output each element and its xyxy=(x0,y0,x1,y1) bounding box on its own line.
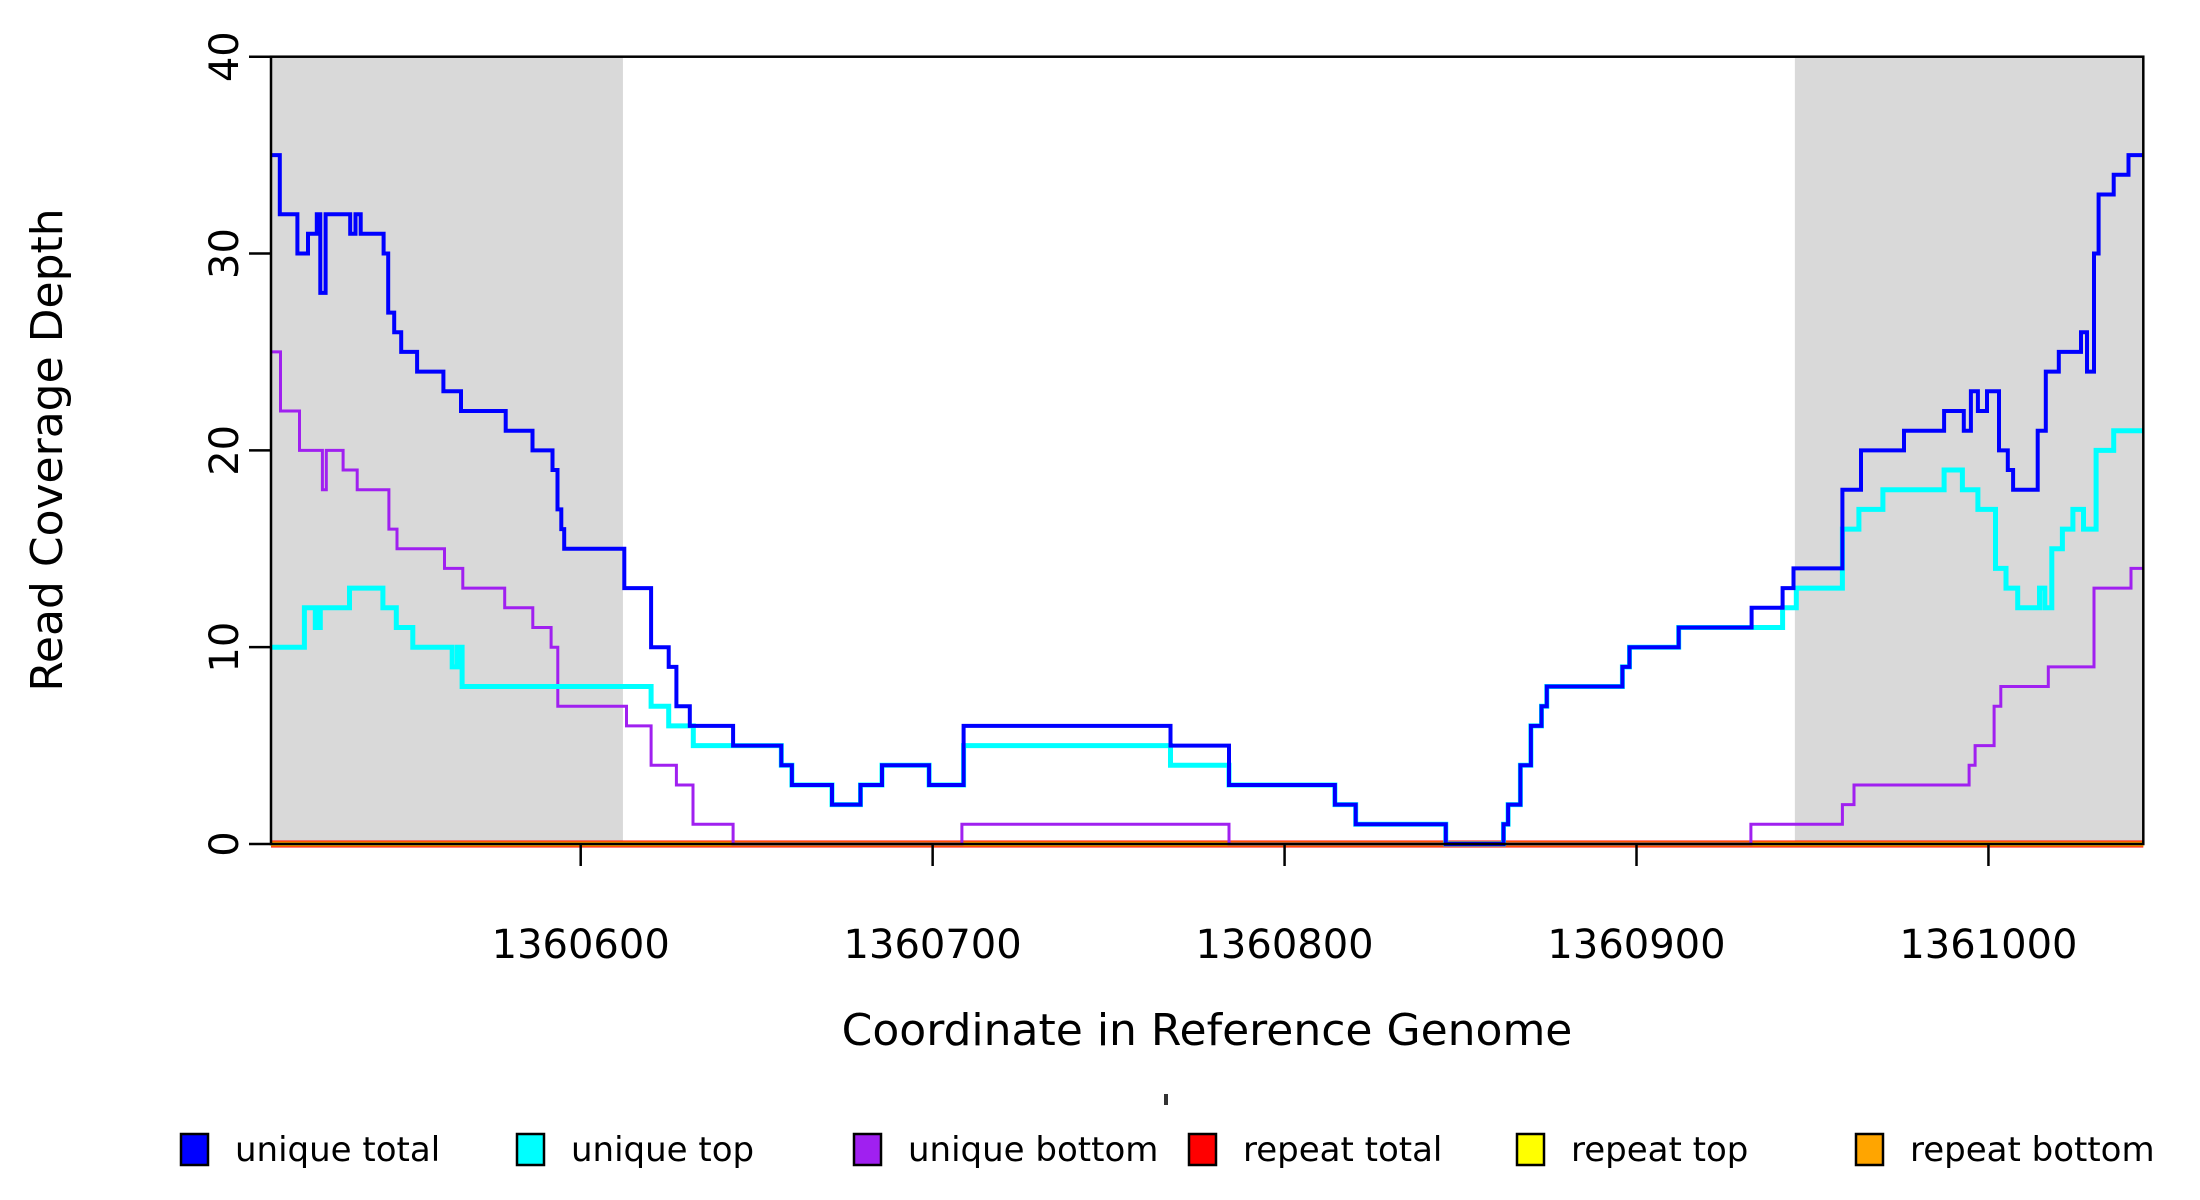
legend-item: unique top xyxy=(515,1130,754,1170)
x-axis-title: Coordinate in Reference Genome xyxy=(842,1005,1573,1056)
series-line-unique-total xyxy=(271,153,2144,846)
stray-mark xyxy=(1164,1094,1168,1105)
legend-item: repeat bottom xyxy=(1854,1130,2155,1170)
y-tick-label: 30 xyxy=(202,228,248,279)
y-tick-label: 20 xyxy=(202,425,248,476)
legend-label: unique bottom xyxy=(908,1130,1158,1170)
legend-swatch-unique-bottom xyxy=(852,1132,883,1167)
legend-item: repeat total xyxy=(1187,1130,1442,1170)
x-tick-label: 1361000 xyxy=(1899,922,2077,968)
legend: unique total unique top unique bottom repea… xyxy=(179,1130,2155,1170)
legend-swatch-repeat-top xyxy=(1515,1132,1546,1167)
x-tick-label: 1360900 xyxy=(1547,922,1725,968)
legend-item: unique total xyxy=(179,1130,440,1170)
y-axis-title: Read Coverage Depth xyxy=(22,208,73,691)
legend-swatch-repeat-total xyxy=(1187,1132,1218,1167)
stray-mark xyxy=(1164,1094,1168,1105)
legend-item: unique bottom xyxy=(852,1130,1158,1170)
legend-label: repeat bottom xyxy=(1910,1130,2155,1170)
shaded-region xyxy=(1794,56,2144,844)
shaded-regions xyxy=(271,56,2144,844)
legend-swatch-unique-total xyxy=(179,1132,210,1167)
axes: 1360600 1360700 1360800 1360900 1361000 0 10 20… xyxy=(202,31,2078,968)
y-tick-label: 0 xyxy=(202,831,248,856)
y-tick-label: 40 xyxy=(202,31,248,82)
legend-label: unique top xyxy=(571,1130,754,1170)
y-tick-label: 10 xyxy=(202,622,248,673)
legend-swatch-repeat-bottom xyxy=(1854,1132,1885,1167)
x-tick-label: 1360800 xyxy=(1195,922,1373,968)
legend-swatch-unique-top xyxy=(515,1132,546,1167)
x-tick-label: 1360700 xyxy=(844,922,1022,968)
legend-label: unique total xyxy=(235,1130,440,1170)
legend-item: repeat top xyxy=(1515,1130,1748,1170)
series-line-unique-bottom xyxy=(271,350,2144,846)
legend-label: repeat top xyxy=(1571,1130,1748,1170)
x-tick-label: 1360600 xyxy=(492,922,670,968)
legend-label: repeat total xyxy=(1243,1130,1442,1170)
